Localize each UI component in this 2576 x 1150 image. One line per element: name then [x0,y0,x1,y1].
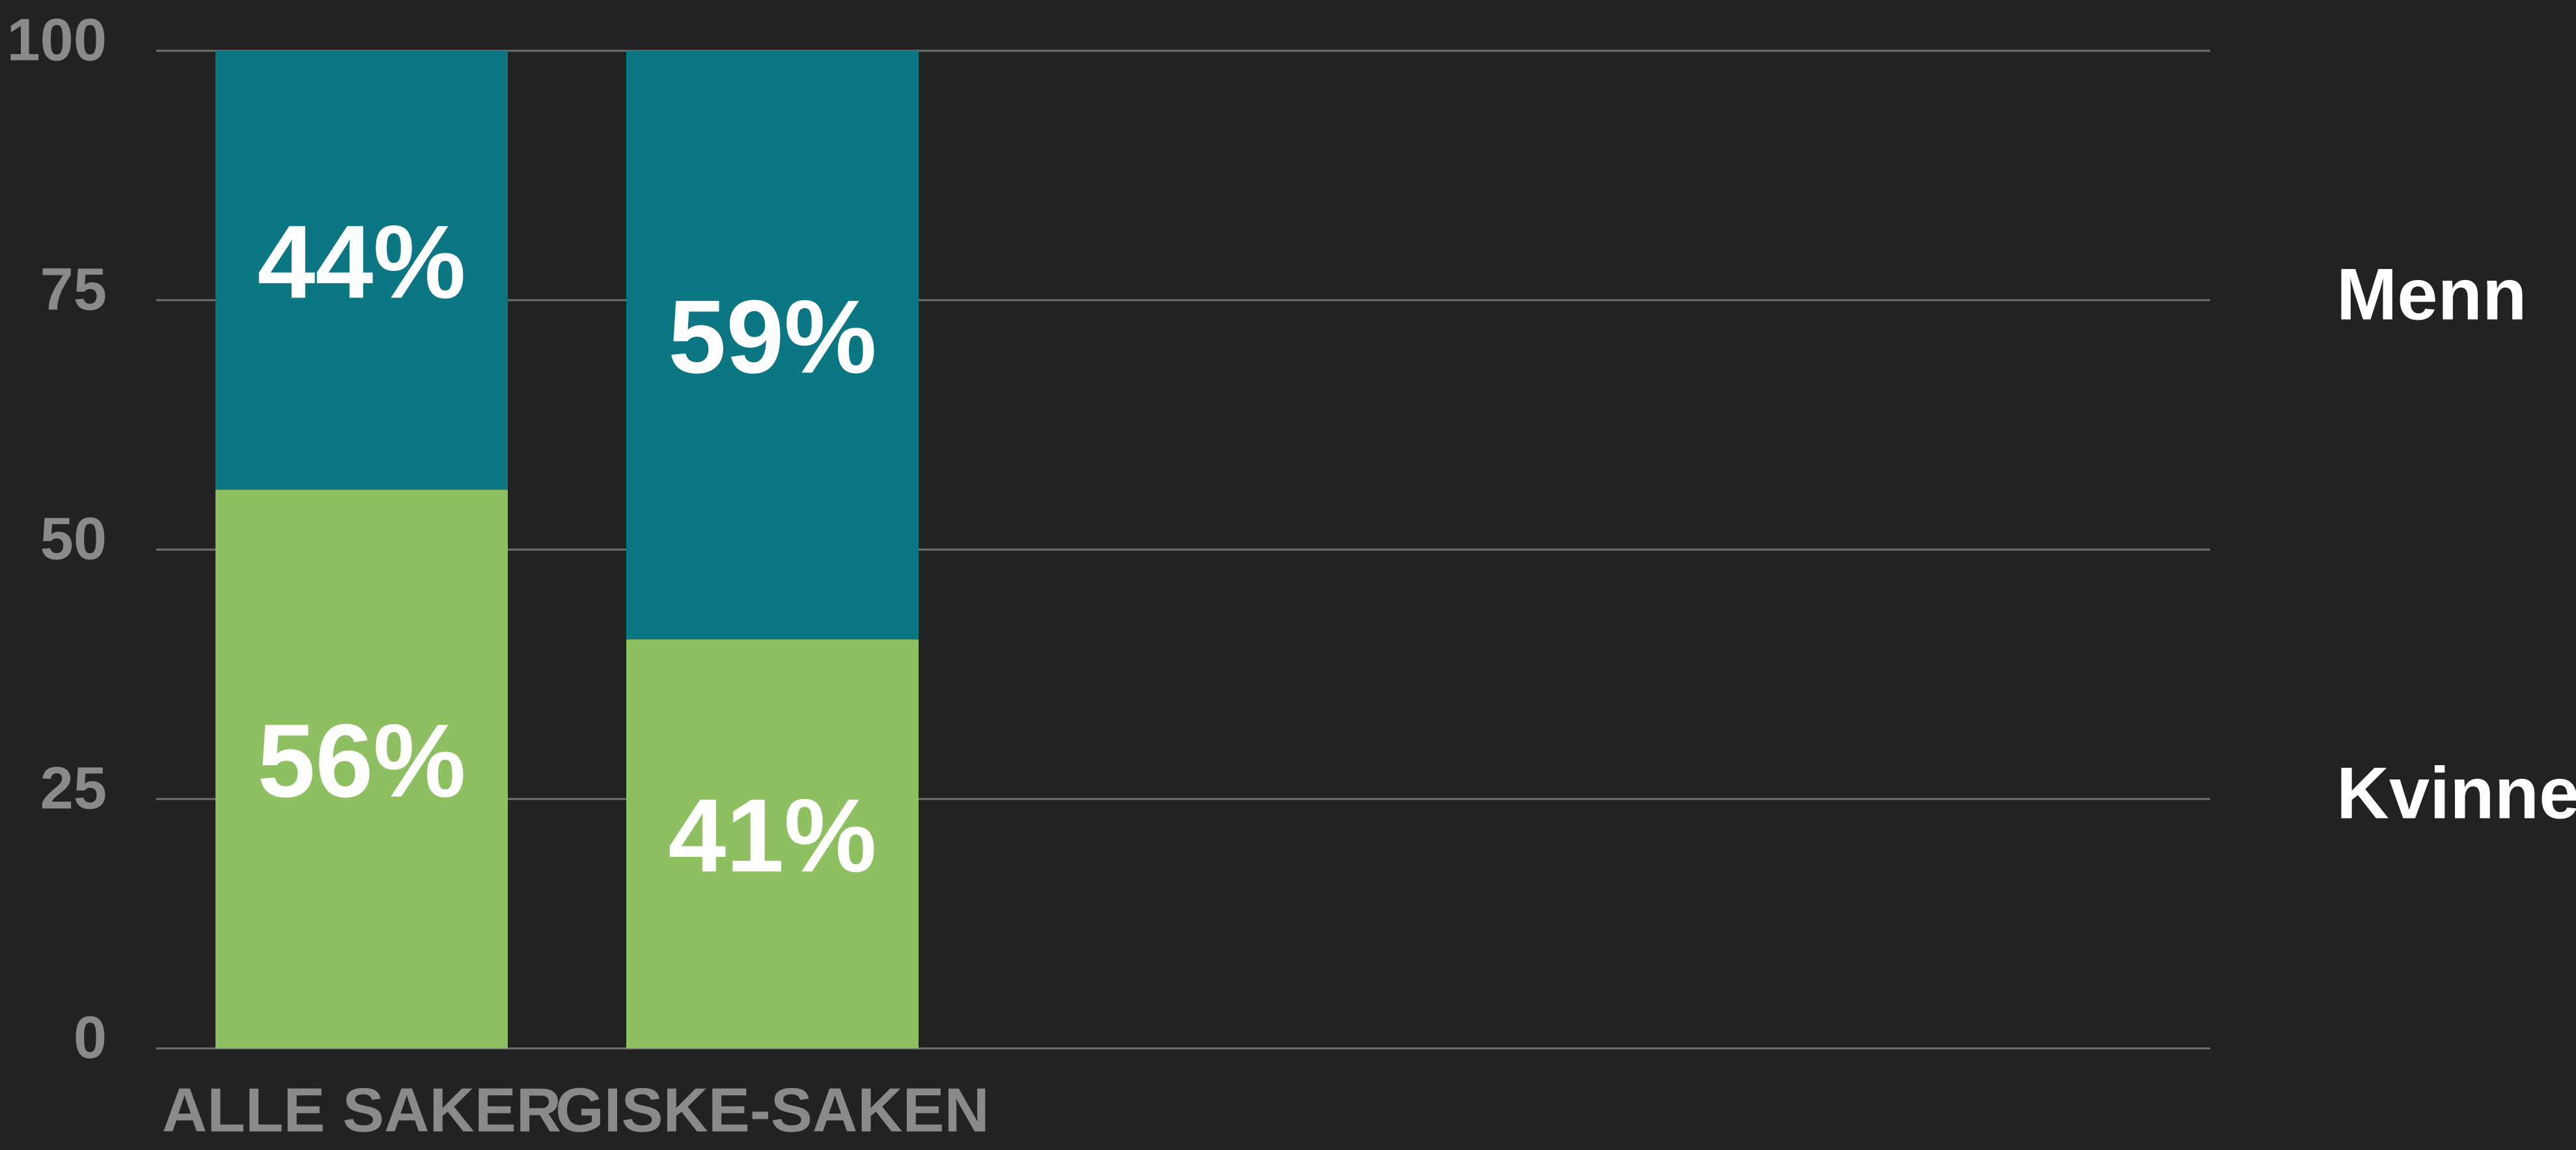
value-label: 59% [668,278,876,395]
value-label: 44% [257,203,465,320]
x-tick-label: ALLE SAKER [162,1075,561,1145]
value-label: 56% [257,702,465,819]
bar-segment [215,490,508,1048]
y-tick-label: 0 [74,1004,107,1071]
y-tick-label: 75 [40,256,107,322]
y-tick-label: 100 [7,7,107,73]
y-tick-label: 25 [40,755,107,821]
bar-segment [215,51,508,490]
legend-label: Menn [2336,254,2527,335]
bar-segment [626,639,919,1048]
x-tick-label: GISKE-SAKEN [555,1075,990,1145]
value-label: 41% [668,777,876,893]
bar-segment [626,51,919,639]
legend-label: Kvinner [2336,753,2576,834]
y-tick-label: 50 [40,505,107,572]
